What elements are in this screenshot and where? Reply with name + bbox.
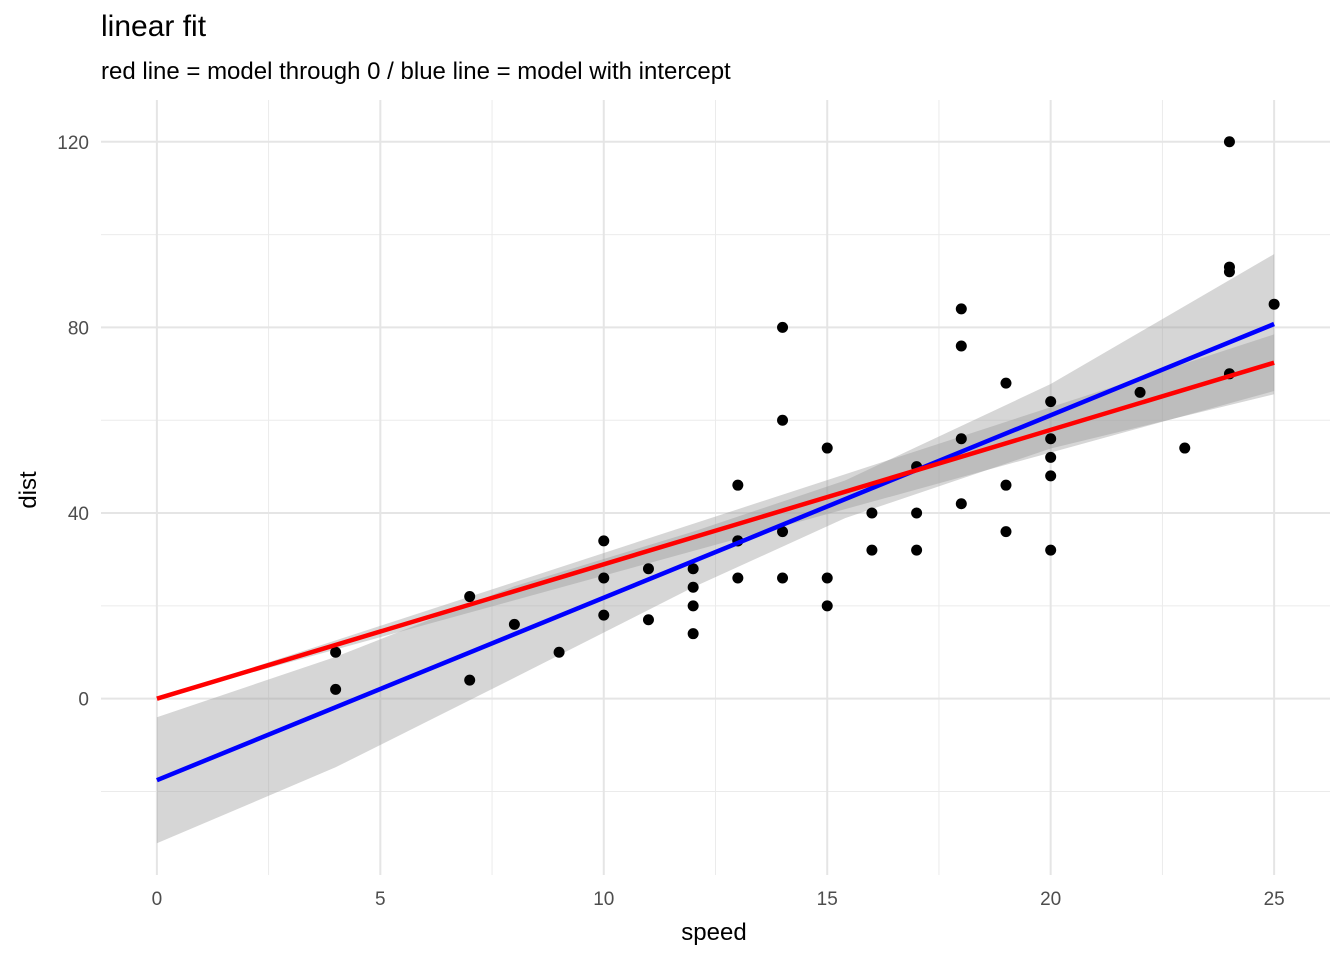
- data-point: [911, 507, 923, 519]
- data-point: [598, 535, 610, 547]
- y-tick-label: 0: [78, 690, 89, 711]
- data-point: [1000, 377, 1012, 389]
- data-point: [330, 683, 342, 695]
- data-point: [1045, 451, 1057, 463]
- data-point: [732, 479, 744, 491]
- data-point: [821, 572, 833, 584]
- data-point: [777, 526, 789, 538]
- data-point: [777, 414, 789, 426]
- data-point: [687, 628, 699, 640]
- data-point: [553, 646, 565, 658]
- x-tick-label: 0: [152, 889, 163, 910]
- x-tick-label: 25: [1264, 889, 1285, 910]
- data-point: [1179, 442, 1191, 454]
- chart-title: linear fit: [101, 10, 207, 43]
- y-axis-label: dist: [15, 471, 42, 509]
- data-point: [598, 609, 610, 621]
- x-tick-label: 10: [593, 889, 614, 910]
- fit-line: [156, 360, 1275, 701]
- fit-line: [156, 321, 1275, 783]
- data-point: [464, 591, 476, 603]
- data-point: [777, 321, 789, 333]
- data-point: [777, 572, 789, 584]
- data-point: [1134, 386, 1146, 398]
- data-point: [1000, 479, 1012, 491]
- data-point: [687, 563, 699, 575]
- x-tick-label: 5: [375, 889, 386, 910]
- data-point: [598, 572, 610, 584]
- y-tick-label: 80: [68, 318, 89, 339]
- fit-lines: [156, 321, 1275, 783]
- data-point: [866, 544, 878, 556]
- data-point: [955, 433, 967, 445]
- data-point: [1045, 470, 1057, 482]
- data-point: [821, 442, 833, 454]
- data-point: [955, 303, 967, 315]
- data-point: [732, 572, 744, 584]
- x-tick-labels: 0 5 10 15 20 25: [152, 889, 1285, 910]
- data-point: [1223, 136, 1235, 148]
- data-point: [1045, 433, 1057, 445]
- data-point: [508, 618, 520, 630]
- data-point: [955, 498, 967, 510]
- confidence-band: [156, 254, 1275, 844]
- data-point: [642, 563, 654, 575]
- data-point: [821, 600, 833, 612]
- data-points: [330, 136, 1280, 695]
- data-point: [464, 674, 476, 686]
- x-tick-label: 15: [817, 889, 838, 910]
- data-point: [1045, 544, 1057, 556]
- major-gridlines: [101, 100, 1330, 875]
- data-point: [1045, 396, 1057, 408]
- data-point: [1268, 298, 1280, 310]
- x-axis-label: speed: [681, 919, 746, 946]
- y-tick-label: 40: [68, 504, 89, 525]
- data-point: [1000, 526, 1012, 538]
- x-tick-label: 20: [1040, 889, 1061, 910]
- data-point: [955, 340, 967, 352]
- data-point: [642, 614, 654, 626]
- data-point: [687, 600, 699, 612]
- data-point: [911, 544, 923, 556]
- chart-subtitle: red line = model through 0 / blue line =…: [101, 58, 731, 85]
- data-point: [1223, 261, 1235, 273]
- data-point: [866, 507, 878, 519]
- minor-gridlines: [101, 100, 1330, 875]
- y-tick-labels: 0 40 80 120: [57, 133, 89, 711]
- data-point: [687, 581, 699, 593]
- data-point: [330, 646, 342, 658]
- y-tick-label: 120: [57, 133, 89, 154]
